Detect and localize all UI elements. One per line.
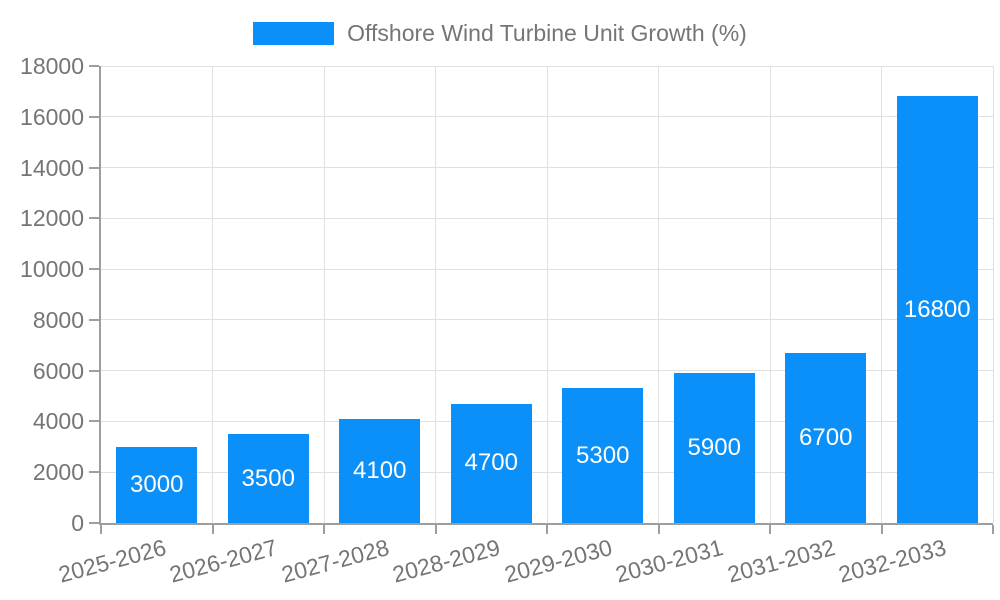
y-tick-label: 2000 — [32, 459, 84, 486]
bar: 16800 — [896, 96, 978, 523]
x-axis-tick — [880, 525, 883, 534]
y-axis-tick — [89, 65, 99, 67]
bar-value-label: 16800 — [903, 295, 971, 323]
y-axis-tick — [89, 522, 99, 524]
bar-value-label: 6700 — [799, 423, 853, 451]
gridline-vertical — [546, 66, 548, 523]
legend-label: Offshore Wind Turbine Unit Growth (%) — [347, 20, 747, 46]
bar-value-label: 3000 — [130, 470, 184, 498]
y-tick-label: 4000 — [32, 408, 84, 435]
y-tick-label: 6000 — [32, 357, 84, 384]
x-axis-tick — [546, 525, 548, 534]
y-axis-tick — [89, 369, 99, 372]
legend: Offshore Wind Turbine Unit Growth (%) — [0, 20, 1000, 47]
bar: 3000 — [116, 446, 198, 523]
plot-area: 0 2000 4000 6000 8000 10000 12000 14000 16000 180… — [20, 53, 994, 588]
gridline-vertical — [212, 66, 213, 523]
gridline-vertical — [769, 66, 771, 523]
x-axis-tick — [992, 525, 994, 534]
y-tick-label: 18000 — [20, 53, 84, 79]
gridline-vertical — [881, 66, 882, 523]
gridline-vertical — [992, 66, 994, 523]
bar-value-label: 3500 — [241, 464, 295, 492]
gridline-vertical — [658, 66, 659, 523]
bar: 4700 — [450, 403, 532, 523]
y-axis-tick — [89, 471, 99, 474]
x-axis-tick — [434, 525, 437, 534]
bar: 4100 — [339, 418, 421, 523]
x-axis-tick — [323, 525, 325, 534]
y-tick-label: 14000 — [20, 154, 84, 181]
bar-value-label: 5900 — [687, 434, 741, 462]
y-tick-label: 10000 — [20, 256, 84, 283]
bar: 3500 — [227, 434, 309, 523]
y-axis-tick — [89, 268, 99, 271]
legend-swatch — [253, 22, 335, 45]
y-tick-label: 16000 — [20, 103, 84, 130]
y-tick-label: 8000 — [32, 306, 84, 333]
x-axis-tick — [769, 525, 771, 534]
x-axis-tick — [211, 525, 214, 534]
y-tick-label: 0 — [71, 510, 84, 536]
x-axis-tick — [657, 525, 660, 534]
bar-value-label: 5300 — [576, 441, 630, 469]
bar-value-label: 4100 — [353, 456, 407, 484]
y-axis-tick — [89, 166, 99, 169]
y-axis-tick — [89, 217, 99, 220]
gridline-vertical — [435, 66, 436, 523]
gridline-vertical — [323, 66, 325, 523]
bar: 5300 — [562, 388, 644, 523]
bar-value-label: 4700 — [464, 449, 518, 477]
y-tick-label: 12000 — [20, 205, 84, 232]
y-axis-tick — [89, 420, 99, 423]
bar: 6700 — [785, 352, 867, 523]
bar: 5900 — [673, 373, 755, 523]
y-axis-tick — [89, 318, 99, 321]
y-axis-tick — [89, 115, 99, 118]
x-axis-tick — [100, 525, 102, 534]
